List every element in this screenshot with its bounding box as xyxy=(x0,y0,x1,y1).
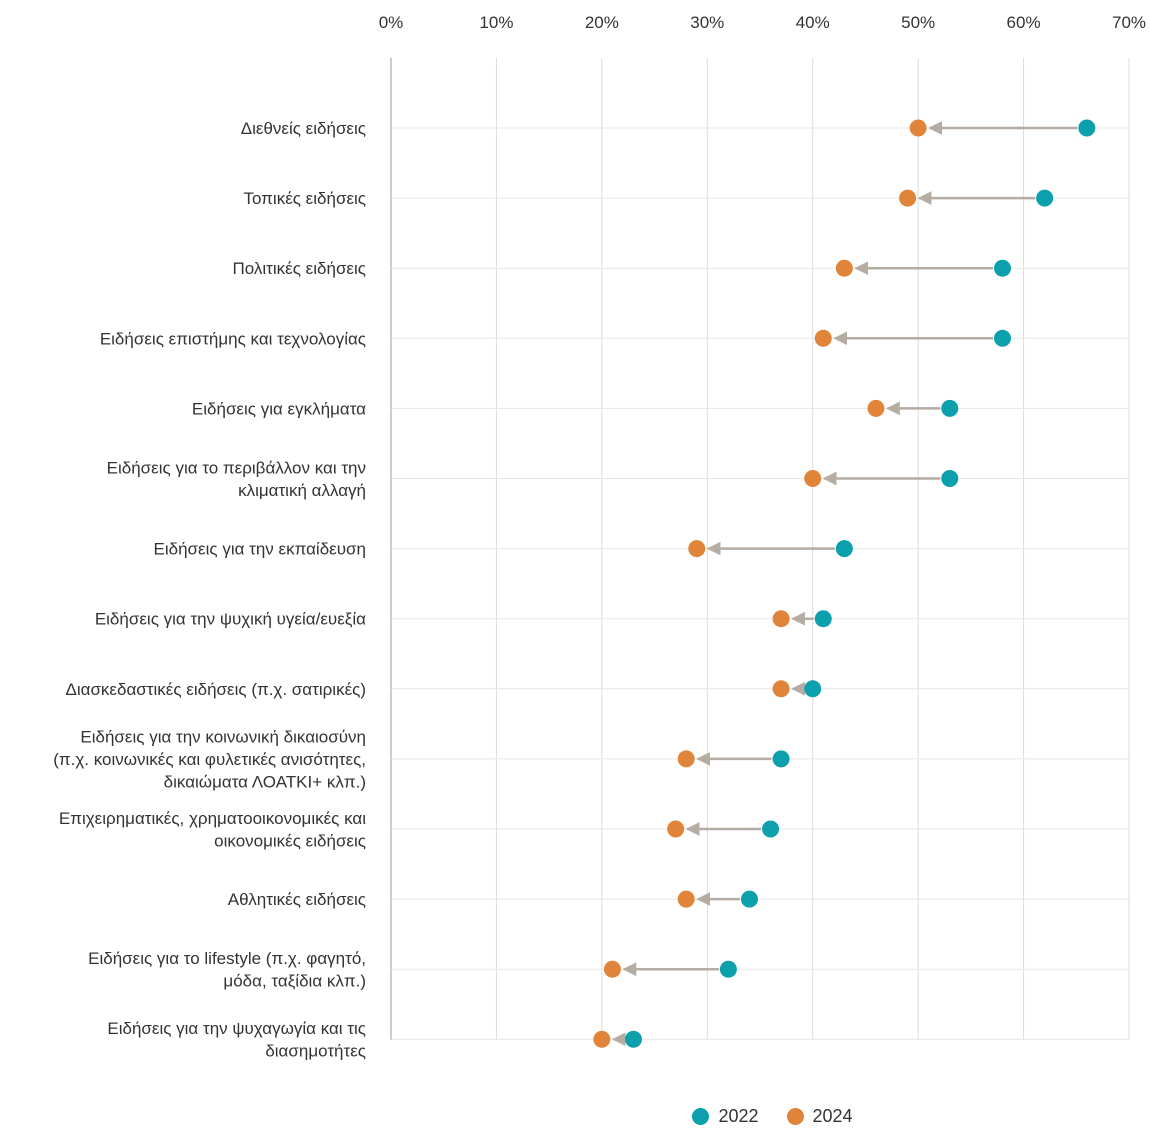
point-2024 xyxy=(804,470,822,487)
x-tick-label-10: 10% xyxy=(479,13,513,32)
point-2022 xyxy=(762,820,780,838)
legend-item-2022: 2022 xyxy=(692,1106,759,1127)
legend-swatch-2024 xyxy=(786,1108,804,1125)
point-2024 xyxy=(867,399,885,417)
point-2024 xyxy=(603,960,621,978)
point-2022 xyxy=(804,680,822,698)
category-label: Ειδήσεις για την κοινωνική δικαιοσύνη (π.… xyxy=(53,727,366,791)
point-2022 xyxy=(1078,119,1096,137)
point-2024 xyxy=(835,259,853,277)
category-label: Ειδήσεις για το περιβάλλον και την κλιματ… xyxy=(107,458,366,500)
x-tick-label-0: 0% xyxy=(379,13,404,32)
category-label: Ειδήσεις για εγκλήματα xyxy=(192,399,366,418)
category-label: Αθλητικές ειδήσεις xyxy=(228,890,366,909)
point-2024 xyxy=(677,750,695,768)
x-tick-label-40: 40% xyxy=(796,13,830,32)
point-2024 xyxy=(772,680,790,698)
category-label: Επιχειρηματικές, χρηματοοικονομικές και ο… xyxy=(59,809,366,851)
point-2024 xyxy=(688,540,706,558)
legend: 2022 2024 xyxy=(0,1106,1150,1127)
category-label: Διασκεδαστικές ειδήσεις (π.χ. σατιρικές) xyxy=(65,680,366,699)
point-2022 xyxy=(993,329,1011,347)
point-2024 xyxy=(772,610,790,628)
point-2022 xyxy=(772,750,790,768)
point-2022 xyxy=(1036,189,1054,207)
x-tick-label-70: 70% xyxy=(1112,13,1146,32)
point-2024 xyxy=(667,820,685,838)
point-2022 xyxy=(624,1030,642,1048)
x-tick-label-20: 20% xyxy=(585,13,619,32)
category-label: Πολιτικές ειδήσεις xyxy=(233,259,367,278)
category-label: Ειδήσεις για την εκπαίδευση xyxy=(154,540,366,559)
category-labels: Διεθνείς ειδήσεις Τοπικές ειδήσεις Πολιτικ… xyxy=(53,119,366,1061)
x-tick-label-50: 50% xyxy=(901,13,935,32)
x-tick-label-30: 30% xyxy=(690,13,724,32)
x-axis-ticks: 0% 10% 20% 30% 40% 50% 60% 70% xyxy=(379,13,1146,32)
point-2022 xyxy=(814,610,832,628)
point-2024 xyxy=(593,1030,611,1048)
legend-swatch-2022 xyxy=(692,1108,710,1125)
x-tick-label-60: 60% xyxy=(1007,13,1041,32)
point-2024 xyxy=(899,189,917,207)
point-2022 xyxy=(941,470,959,487)
data-marks xyxy=(593,119,1096,1048)
category-label: Τοπικές ειδήσεις xyxy=(243,189,366,208)
dumbbell-chart: 0% 10% 20% 30% 40% 50% 60% 70% Διεθνείς ειδήσει… xyxy=(53,13,1146,1061)
category-label: Ειδήσεις επιστήμης και τεχνολογίας xyxy=(100,329,366,348)
legend-label-2024: 2024 xyxy=(812,1106,853,1126)
point-2024 xyxy=(909,119,927,137)
point-2022 xyxy=(740,890,758,908)
category-label: Ειδήσεις για το lifestyle (π.χ. φαγητό, μ… xyxy=(88,949,366,991)
category-label: Ειδήσεις για την ψυχαγωγία και τις διασημ… xyxy=(107,1019,366,1061)
legend-label-2022: 2022 xyxy=(718,1106,759,1126)
point-2024 xyxy=(677,890,695,908)
category-label: Ειδήσεις για την ψυχική υγεία/ευεξία xyxy=(95,610,366,629)
point-2022 xyxy=(835,540,853,558)
point-2024 xyxy=(814,329,832,347)
point-2022 xyxy=(941,399,959,417)
point-2022 xyxy=(993,259,1011,277)
legend-item-2024: 2024 xyxy=(786,1106,853,1127)
point-2022 xyxy=(719,960,737,978)
category-label: Διεθνείς ειδήσεις xyxy=(241,119,366,138)
